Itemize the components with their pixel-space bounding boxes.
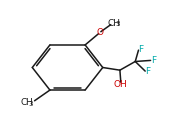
- Text: 3: 3: [116, 21, 120, 28]
- Text: H: H: [25, 98, 32, 107]
- Text: F: F: [145, 67, 151, 76]
- Text: F: F: [151, 56, 156, 65]
- Text: CH: CH: [107, 19, 120, 28]
- Text: F: F: [138, 45, 143, 54]
- Text: C: C: [21, 98, 27, 107]
- Text: OH: OH: [114, 80, 128, 89]
- Text: 3: 3: [29, 101, 33, 107]
- Text: O: O: [96, 28, 103, 37]
